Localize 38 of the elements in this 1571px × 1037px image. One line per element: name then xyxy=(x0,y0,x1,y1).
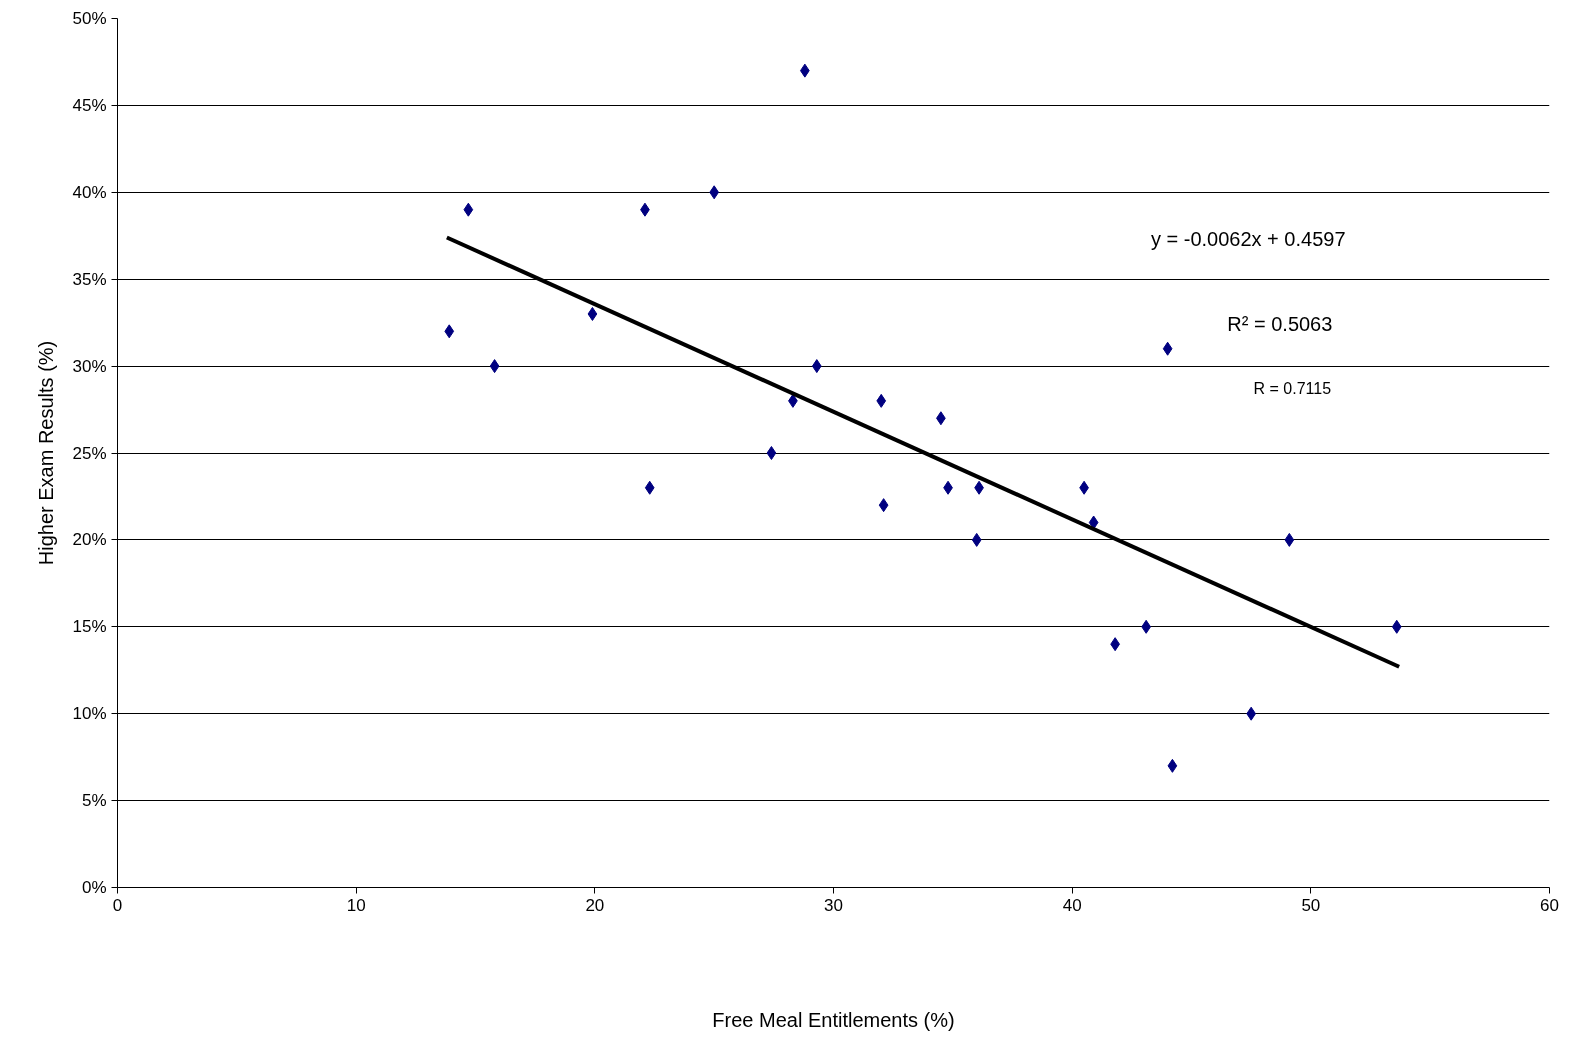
point xyxy=(876,393,887,408)
x-tick-label: 10 xyxy=(346,895,366,915)
x-tick-label: 40 xyxy=(1062,895,1082,915)
y-tick-label: 30% xyxy=(72,356,107,376)
point xyxy=(1167,758,1178,773)
x-tick-label: 20 xyxy=(585,895,605,915)
annotation: R² = 0.5063 xyxy=(1227,313,1333,336)
y-tick-label: 15% xyxy=(72,617,107,637)
point xyxy=(587,306,598,321)
y-axis-title: Higher Exam Results (%) xyxy=(35,340,58,566)
y-tick-label: 35% xyxy=(72,269,107,289)
point xyxy=(1162,341,1173,356)
y-tick-label: 50% xyxy=(72,9,107,28)
point xyxy=(463,202,474,217)
x-tick-label: 60 xyxy=(1540,895,1559,915)
point xyxy=(1284,532,1295,547)
y-tick-label: 10% xyxy=(72,704,107,724)
y-tick-label: 40% xyxy=(72,182,107,202)
point xyxy=(811,359,822,374)
point xyxy=(444,324,455,339)
y-tick-label: 0% xyxy=(81,878,107,897)
x-tick-label: 0 xyxy=(112,895,123,915)
annotation: R = 0.7115 xyxy=(1253,380,1332,398)
y-tick-label: 45% xyxy=(72,95,107,115)
annotation: y = -0.0062x + 0.4597 xyxy=(1150,228,1346,251)
point xyxy=(971,532,982,547)
point xyxy=(489,359,500,374)
point xyxy=(1088,515,1099,530)
y-tick-label: 25% xyxy=(72,443,107,463)
point xyxy=(878,498,889,513)
point xyxy=(1391,619,1402,634)
x-tick-label: 50 xyxy=(1301,895,1321,915)
x-axis-title: Free Meal Entitlements (%) xyxy=(712,1008,955,1031)
y-tick-label: 20% xyxy=(72,530,107,550)
point xyxy=(766,446,777,460)
x-tick-label: 30 xyxy=(824,895,843,915)
y-tick-label: 5% xyxy=(81,791,107,811)
point xyxy=(644,480,655,495)
